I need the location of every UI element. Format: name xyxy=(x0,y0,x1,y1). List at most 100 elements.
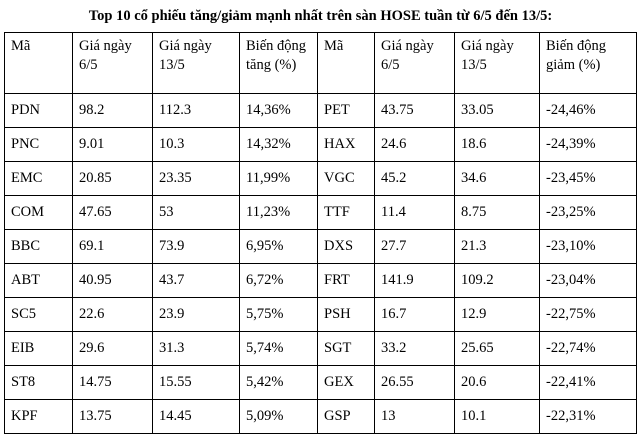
page-title: Top 10 cổ phiếu tăng/giảm mạnh nhất trên… xyxy=(88,8,553,24)
value-cell: 21.3 xyxy=(454,229,540,265)
table-row: PDN 98.2 112.3 14,36% PET 43.75 33.05 -24,46% xyxy=(4,93,637,129)
column-header: Mã xyxy=(317,32,375,95)
ticker-cell: SGT xyxy=(317,331,375,367)
value-cell: 24.6 xyxy=(374,127,455,163)
value-cell: 98.2 xyxy=(72,93,153,129)
ticker-cell: ST8 xyxy=(4,365,73,401)
value-cell: 11,23% xyxy=(239,195,318,231)
value-cell: -24,46% xyxy=(539,93,637,129)
ticker-cell: TTF xyxy=(317,195,375,231)
value-cell: 73.9 xyxy=(152,229,240,265)
value-cell: 11,99% xyxy=(239,161,318,197)
value-cell: 20.85 xyxy=(72,161,153,197)
value-cell: 43.75 xyxy=(374,93,455,129)
value-cell: 33.05 xyxy=(454,93,540,129)
column-header: Mã xyxy=(4,32,73,95)
ticker-cell: EMC xyxy=(4,161,73,197)
column-header: Biến động giảm (%) xyxy=(539,32,637,95)
column-header: Giá ngày 6/5 xyxy=(72,32,153,95)
value-cell: 13.75 xyxy=(72,399,153,435)
column-header: Giá ngày 13/5 xyxy=(454,32,540,95)
column-header: Giá ngày 13/5 xyxy=(152,32,240,95)
value-cell: 5,74% xyxy=(239,331,318,367)
table-row: EIB 29.6 31.3 5,74% SGT 33.2 25.65 -22,74% xyxy=(4,331,637,367)
value-cell: 27.7 xyxy=(374,229,455,265)
value-cell: 6,95% xyxy=(239,229,318,265)
value-cell: -24,39% xyxy=(539,127,637,163)
table-body: PDN 98.2 112.3 14,36% PET 43.75 33.05 -24,46% PN… xyxy=(4,93,637,435)
value-cell: 14,32% xyxy=(239,127,318,163)
value-cell: 14.75 xyxy=(72,365,153,401)
value-cell: 5,42% xyxy=(239,365,318,401)
ticker-cell: PNC xyxy=(4,127,73,163)
ticker-cell: KPF xyxy=(4,399,73,435)
value-cell: 10.3 xyxy=(152,127,240,163)
value-cell: -23,25% xyxy=(539,195,637,231)
value-cell: -22,75% xyxy=(539,297,637,333)
value-cell: 22.6 xyxy=(72,297,153,333)
ticker-cell: VGC xyxy=(317,161,375,197)
value-cell: 31.3 xyxy=(152,331,240,367)
table-row: ABT 40.95 43.7 6,72% FRT 141.9 109.2 -23,04% xyxy=(4,263,637,299)
value-cell: 5,75% xyxy=(239,297,318,333)
value-cell: 12.9 xyxy=(454,297,540,333)
ticker-cell: ABT xyxy=(4,263,73,299)
value-cell: 18.6 xyxy=(454,127,540,163)
ticker-cell: GEX xyxy=(317,365,375,401)
value-cell: 53 xyxy=(152,195,240,231)
value-cell: 23.35 xyxy=(152,161,240,197)
value-cell: 69.1 xyxy=(72,229,153,265)
table-row: BBC 69.1 73.9 6,95% DXS 27.7 21.3 -23,10% xyxy=(4,229,637,265)
ticker-cell: PET xyxy=(317,93,375,129)
value-cell: -22,74% xyxy=(539,331,637,367)
ticker-cell: DXS xyxy=(317,229,375,265)
value-cell: 109.2 xyxy=(454,263,540,299)
value-cell: 9.01 xyxy=(72,127,153,163)
value-cell: 20.6 xyxy=(454,365,540,401)
ticker-cell: GSP xyxy=(317,399,375,435)
value-cell: 14,36% xyxy=(239,93,318,129)
value-cell: 5,09% xyxy=(239,399,318,435)
ticker-cell: EIB xyxy=(4,331,73,367)
value-cell: -23,04% xyxy=(539,263,637,299)
value-cell: 40.95 xyxy=(72,263,153,299)
value-cell: 29.6 xyxy=(72,331,153,367)
value-cell: 14.45 xyxy=(152,399,240,435)
table-row: KPF 13.75 14.45 5,09% GSP 13 10.1 -22,31% xyxy=(4,399,637,435)
value-cell: -23,45% xyxy=(539,161,637,197)
value-cell: 45.2 xyxy=(374,161,455,197)
ticker-cell: BBC xyxy=(4,229,73,265)
value-cell: 23.9 xyxy=(152,297,240,333)
table-row: COM 47.65 53 11,23% TTF 11.4 8.75 -23,25% xyxy=(4,195,637,231)
column-header: Giá ngày 6/5 xyxy=(374,32,455,95)
table-row: PNC 9.01 10.3 14,32% HAX 24.6 18.6 -24,39% xyxy=(4,127,637,163)
value-cell: 8.75 xyxy=(454,195,540,231)
value-cell: 25.65 xyxy=(454,331,540,367)
value-cell: 11.4 xyxy=(374,195,455,231)
ticker-cell: PDN xyxy=(4,93,73,129)
ticker-cell: FRT xyxy=(317,263,375,299)
ticker-cell: SC5 xyxy=(4,297,73,333)
ticker-cell: COM xyxy=(4,195,73,231)
value-cell: 112.3 xyxy=(152,93,240,129)
ticker-cell: HAX xyxy=(317,127,375,163)
value-cell: -22,41% xyxy=(539,365,637,401)
value-cell: 34.6 xyxy=(454,161,540,197)
table-row: ST8 14.75 15.55 5,42% GEX 26.55 20.6 -22,41% xyxy=(4,365,637,401)
value-cell: -22,31% xyxy=(539,399,637,435)
value-cell: 26.55 xyxy=(374,365,455,401)
value-cell: 6,72% xyxy=(239,263,318,299)
value-cell: 47.65 xyxy=(72,195,153,231)
value-cell: -23,10% xyxy=(539,229,637,265)
table-row: EMC 20.85 23.35 11,99% VGC 45.2 34.6 -23,45% xyxy=(4,161,637,197)
value-cell: 16.7 xyxy=(374,297,455,333)
stock-table: Mã Giá ngày 6/5 Giá ngày 13/5 Biến động tăn… xyxy=(4,32,637,435)
value-cell: 33.2 xyxy=(374,331,455,367)
value-cell: 15.55 xyxy=(152,365,240,401)
value-cell: 43.7 xyxy=(152,263,240,299)
column-header: Biến động tăng (%) xyxy=(239,32,318,95)
value-cell: 13 xyxy=(374,399,455,435)
table-header-row: Mã Giá ngày 6/5 Giá ngày 13/5 Biến động tăn… xyxy=(4,32,637,95)
ticker-cell: PSH xyxy=(317,297,375,333)
